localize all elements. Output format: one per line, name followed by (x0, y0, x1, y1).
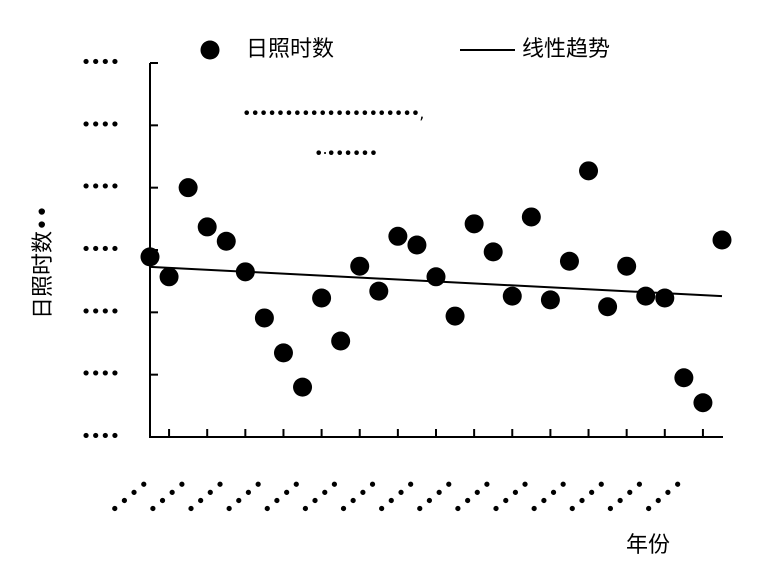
data-point (197, 217, 217, 237)
annotation: •·•••••• (314, 144, 377, 163)
data-point (617, 256, 637, 276)
y-axis-label: 日照时数•• (31, 205, 56, 319)
data-point (521, 207, 541, 227)
data-point (655, 288, 675, 308)
data-point (483, 242, 503, 262)
data-point (312, 288, 332, 308)
data-point (502, 286, 522, 306)
data-point (254, 308, 274, 328)
annotation: •••••••••••••••••••••, (242, 104, 423, 123)
data-point (445, 306, 465, 326)
data-point (350, 256, 370, 276)
y-tick-label: •••• (81, 239, 119, 260)
data-point (331, 331, 351, 351)
data-point (579, 161, 599, 181)
y-tick-label: •••• (81, 301, 119, 322)
data-point (674, 368, 694, 388)
y-tick-label: •••• (81, 364, 119, 385)
data-point (598, 297, 618, 317)
data-point (559, 251, 579, 271)
data-point (178, 178, 198, 198)
x-axis-label: 年份 (626, 533, 670, 558)
data-point (388, 226, 408, 246)
data-point (464, 214, 484, 234)
data-point (693, 393, 713, 413)
y-tick-label: •••• (81, 177, 119, 198)
x-tick-label: •••• (639, 472, 691, 521)
data-point (140, 247, 160, 267)
data-point (216, 231, 236, 251)
legend-label: 日照时数 (246, 37, 334, 62)
y-tick-label: •••• (81, 426, 119, 447)
data-point (369, 281, 389, 301)
legend-marker (200, 40, 220, 60)
data-point (712, 230, 732, 250)
data-point (540, 290, 560, 310)
data-point (407, 235, 427, 255)
data-point (273, 343, 293, 363)
data-point (293, 377, 313, 397)
data-point (426, 267, 446, 287)
y-tick-label: •••• (81, 52, 119, 73)
legend-label: 线性趋势 (522, 37, 610, 62)
y-tick-label: •••• (81, 114, 119, 135)
trend-line (149, 265, 723, 298)
data-point (159, 267, 179, 287)
data-point (636, 286, 656, 306)
